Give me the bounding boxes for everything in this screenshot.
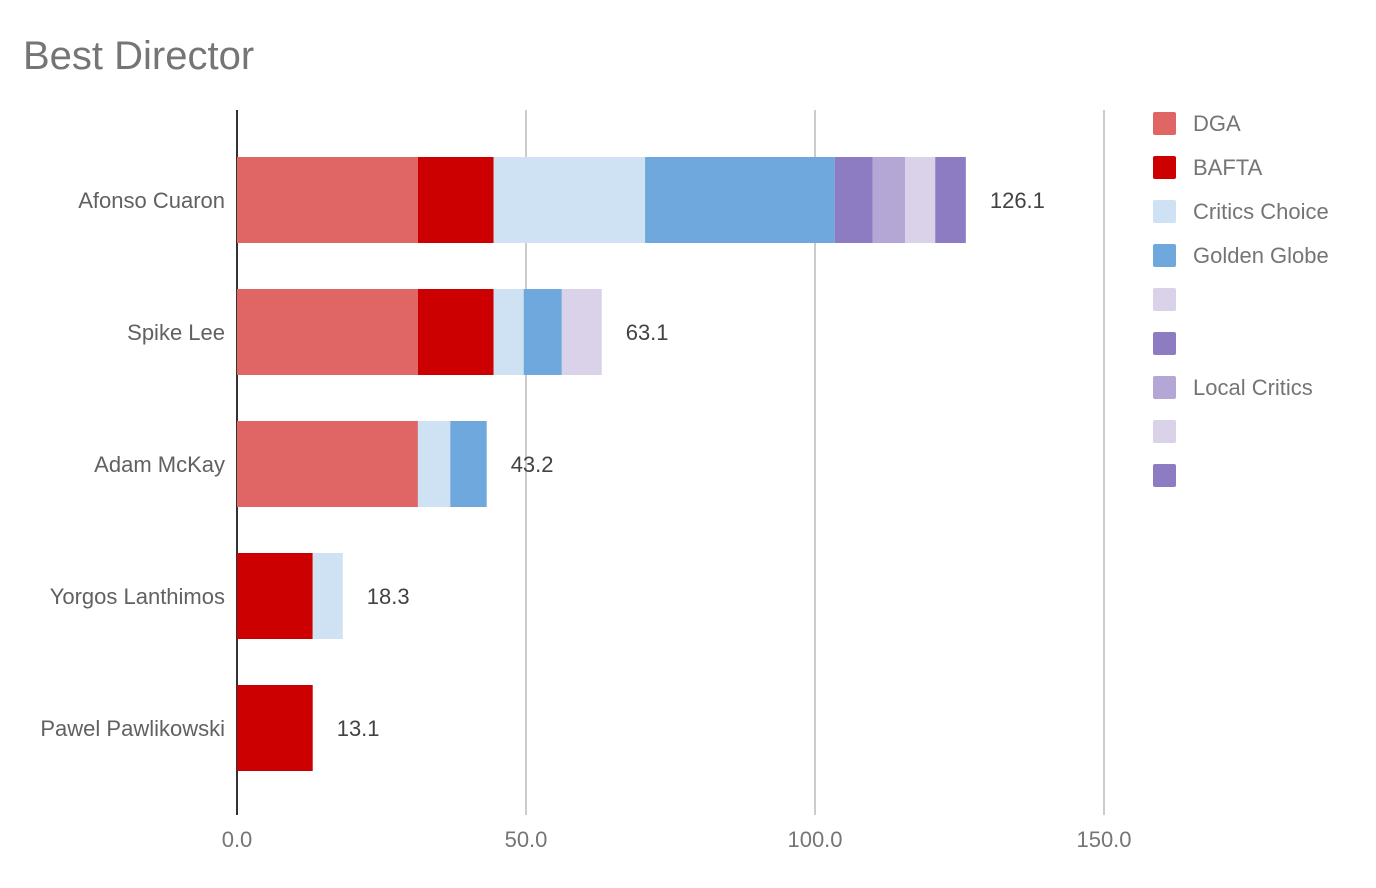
category-label: Yorgos Lanthimos — [50, 584, 225, 609]
bar-segment[interactable] — [417, 421, 451, 507]
legend-swatch[interactable] — [1153, 376, 1176, 399]
category-label: Adam McKay — [94, 452, 225, 477]
bar-segment[interactable] — [450, 421, 487, 507]
legend-label[interactable]: DGA — [1193, 111, 1241, 136]
bar-segment[interactable] — [872, 157, 906, 243]
bar-segment[interactable] — [935, 157, 966, 243]
legend-layer: DGA BAFTA Critics Choice Golden Globe Local … — [1153, 111, 1329, 487]
legend-label[interactable]: BAFTA — [1193, 155, 1263, 180]
legend-swatch[interactable] — [1153, 200, 1176, 223]
legend-swatch[interactable] — [1153, 288, 1176, 311]
legend-label[interactable]: Critics Choice — [1193, 199, 1329, 224]
bar-segment[interactable] — [237, 289, 418, 375]
total-data-label: 18.3 — [367, 584, 410, 609]
total-data-label: 63.1 — [626, 320, 669, 345]
legend-label[interactable]: Golden Globe — [1193, 243, 1329, 268]
x-tick-label: 0.0 — [222, 827, 253, 852]
category-label: Afonso Cuaron — [78, 188, 225, 213]
total-data-label: 43.2 — [511, 452, 554, 477]
bar-segment[interactable] — [237, 553, 313, 639]
bar-segment[interactable] — [905, 157, 936, 243]
legend-swatch[interactable] — [1153, 244, 1176, 267]
bar-segment[interactable] — [493, 289, 524, 375]
bar-segment[interactable] — [523, 289, 562, 375]
bar-segment[interactable] — [237, 685, 313, 771]
x-tick-label: 100.0 — [787, 827, 842, 852]
x-tick-label: 150.0 — [1076, 827, 1131, 852]
bars-layer — [237, 157, 966, 771]
bar-segment[interactable] — [417, 157, 494, 243]
total-data-label: 13.1 — [337, 716, 380, 741]
labels-layer: 0.0 50.0 100.0 150.0 Afonso Cuaron 126.1 Spike… — [40, 188, 1131, 852]
category-label: Spike Lee — [127, 320, 225, 345]
legend-swatch[interactable] — [1153, 332, 1176, 355]
total-data-label: 126.1 — [990, 188, 1045, 213]
bar-segment[interactable] — [237, 157, 418, 243]
x-tick-label: 50.0 — [505, 827, 548, 852]
chart-title: Best Director — [23, 34, 255, 78]
bar-segment[interactable] — [645, 157, 835, 243]
bar-segment[interactable] — [561, 289, 602, 375]
category-label: Pawel Pawlikowski — [40, 716, 225, 741]
bar-segment[interactable] — [237, 421, 418, 507]
legend-label[interactable]: Local Critics — [1193, 375, 1313, 400]
bar-segment[interactable] — [417, 289, 494, 375]
bar-segment[interactable] — [834, 157, 873, 243]
legend-swatch[interactable] — [1153, 156, 1176, 179]
bar-segment[interactable] — [493, 157, 646, 243]
legend-swatch[interactable] — [1153, 420, 1176, 443]
legend-swatch[interactable] — [1153, 464, 1176, 487]
bar-segment[interactable] — [312, 553, 343, 639]
legend-swatch[interactable] — [1153, 112, 1176, 135]
